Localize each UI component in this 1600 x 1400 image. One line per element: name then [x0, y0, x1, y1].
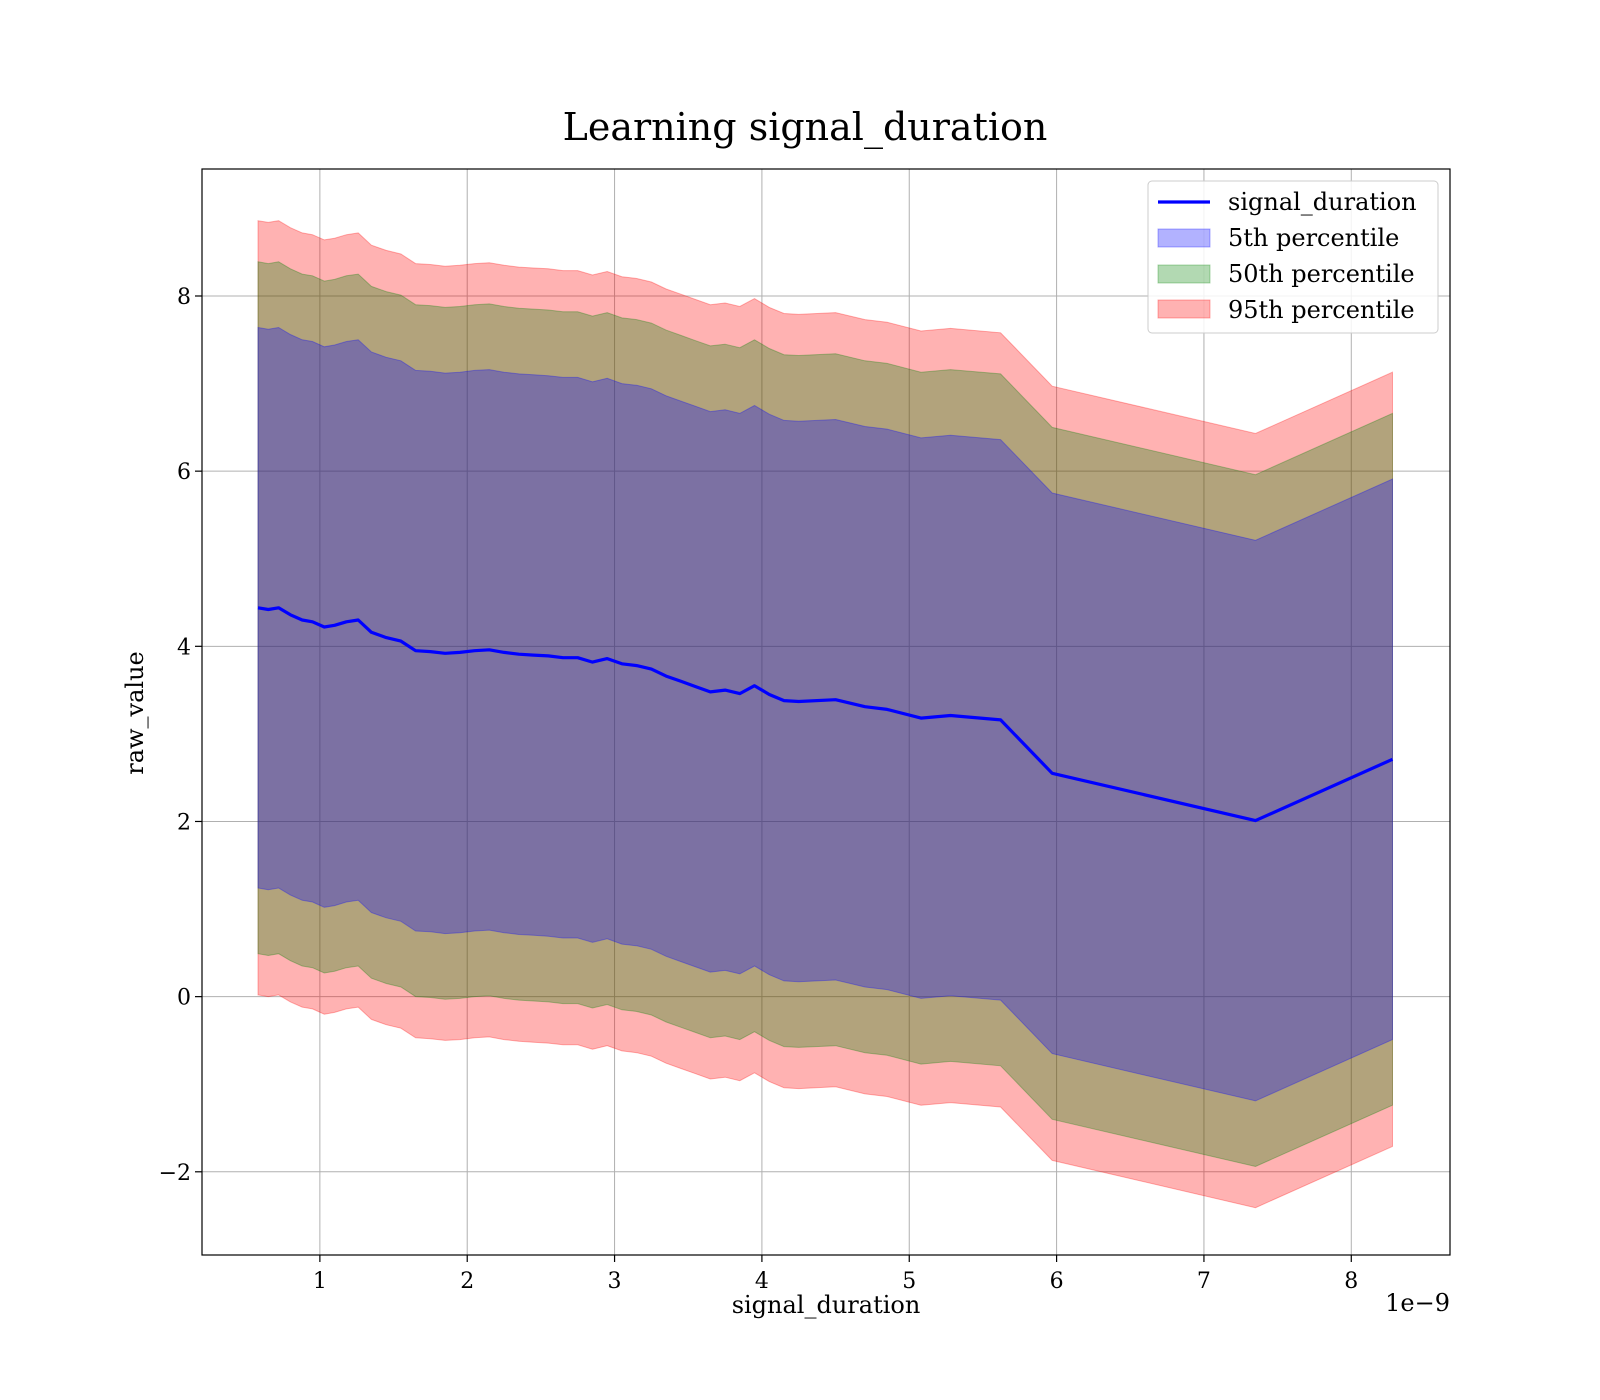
- y-tick-label-3: 4: [177, 635, 191, 660]
- percentile-bands: [257, 220, 1393, 1209]
- legend-swatch-5th-percentile: [1157, 228, 1211, 248]
- plot-frame: [201, 168, 1451, 1256]
- y-tick-label-1: 0: [177, 986, 191, 1011]
- y-axis-label: raw_value: [121, 651, 149, 775]
- y-tick-label-4: 6: [177, 460, 191, 485]
- legend-label-5th-percentile: 5th percentile: [1228, 224, 1399, 252]
- y-tick-label-5: 8: [177, 285, 191, 310]
- y-tick-label-2: 2: [177, 810, 191, 835]
- x-tick-label-1: 2: [460, 1269, 474, 1294]
- band-50th-percentile: [257, 261, 1393, 1168]
- x-tick-label-5: 6: [1050, 1269, 1064, 1294]
- legend-swatch-50th-percentile: [1157, 264, 1211, 284]
- x-tick-label-0: 1: [313, 1269, 327, 1294]
- band-5th-percentile: [257, 326, 1393, 1102]
- y-axis-ticks: −2 0 2 4 6 8: [159, 285, 202, 1186]
- y-tick-label-0: −2: [159, 1161, 191, 1186]
- series-line-signal-duration: [257, 606, 1394, 823]
- x-tick-label-4: 5: [902, 1269, 916, 1294]
- legend-label-95th-percentile: 95th percentile: [1228, 296, 1415, 324]
- legend-swatch-95th-percentile: [1157, 299, 1211, 319]
- legend-label-50th-percentile: 50th percentile: [1228, 260, 1415, 288]
- legend-label-signal-duration: signal_duration: [1228, 188, 1417, 216]
- x-axis-offset-label: 1e−9: [1385, 1289, 1450, 1317]
- x-tick-label-2: 3: [608, 1269, 622, 1294]
- legend-frame: [1147, 180, 1439, 334]
- chart-title: Learning signal_duration: [563, 105, 1048, 150]
- x-tick-label-7: 8: [1344, 1269, 1358, 1294]
- x-axis-ticks: 1 2 3 4 5 6 7 8: [313, 1255, 1358, 1294]
- legend: signal_duration 5th percentile 50th perc…: [1147, 180, 1439, 334]
- x-tick-label-6: 7: [1197, 1269, 1211, 1294]
- x-tick-label-3: 4: [755, 1269, 769, 1294]
- band-95th-percentile: [257, 220, 1393, 1209]
- x-axis-label: signal_duration: [732, 1291, 921, 1319]
